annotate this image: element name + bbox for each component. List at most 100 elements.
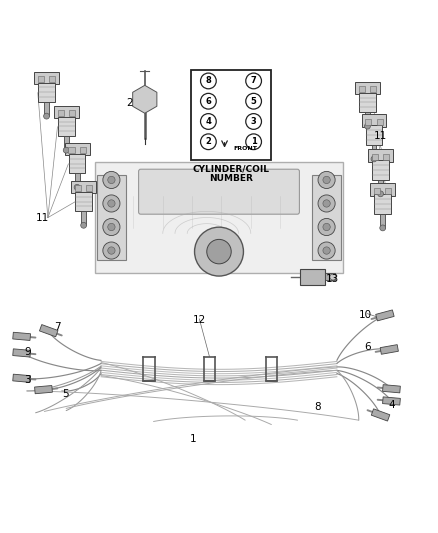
- Text: 11: 11: [374, 131, 387, 141]
- Bar: [75, 185, 81, 191]
- FancyBboxPatch shape: [370, 183, 395, 196]
- Circle shape: [246, 114, 261, 130]
- Text: 13: 13: [326, 274, 339, 284]
- Polygon shape: [13, 349, 31, 357]
- Circle shape: [330, 274, 336, 280]
- Text: 1: 1: [190, 434, 196, 444]
- Bar: [372, 160, 389, 180]
- Bar: [69, 110, 75, 116]
- Circle shape: [246, 93, 261, 109]
- Circle shape: [318, 195, 335, 212]
- Text: 6: 6: [205, 96, 211, 106]
- Circle shape: [103, 242, 120, 259]
- Bar: [371, 145, 376, 159]
- Bar: [75, 192, 92, 211]
- FancyBboxPatch shape: [355, 82, 380, 94]
- Circle shape: [323, 200, 330, 207]
- Text: 8: 8: [205, 76, 211, 85]
- Text: 5: 5: [62, 389, 69, 399]
- Circle shape: [323, 223, 330, 231]
- FancyBboxPatch shape: [361, 114, 386, 127]
- Circle shape: [323, 176, 330, 183]
- Circle shape: [201, 114, 216, 130]
- Circle shape: [108, 176, 115, 183]
- Circle shape: [201, 134, 216, 150]
- Text: 11: 11: [35, 214, 49, 223]
- Text: 6: 6: [364, 342, 371, 352]
- Bar: [64, 136, 69, 150]
- Text: 3: 3: [251, 117, 257, 126]
- Bar: [69, 154, 85, 173]
- Bar: [80, 147, 86, 153]
- Bar: [38, 76, 44, 82]
- Bar: [68, 147, 74, 153]
- Circle shape: [103, 172, 120, 189]
- Polygon shape: [133, 85, 157, 113]
- Bar: [383, 154, 389, 159]
- Bar: [365, 119, 371, 125]
- Circle shape: [318, 219, 335, 236]
- FancyBboxPatch shape: [65, 143, 90, 155]
- Circle shape: [207, 239, 231, 264]
- Text: 9: 9: [25, 346, 31, 357]
- Bar: [378, 180, 383, 194]
- Bar: [44, 102, 49, 116]
- Bar: [359, 86, 365, 92]
- Circle shape: [380, 225, 386, 231]
- Bar: [374, 195, 391, 214]
- Polygon shape: [13, 374, 31, 382]
- Circle shape: [201, 73, 216, 89]
- Bar: [86, 185, 92, 191]
- Bar: [377, 119, 383, 125]
- FancyBboxPatch shape: [54, 106, 79, 118]
- Bar: [380, 214, 385, 228]
- Circle shape: [108, 200, 115, 207]
- Circle shape: [318, 172, 335, 189]
- Text: 2: 2: [205, 138, 211, 146]
- Text: 7: 7: [251, 76, 257, 85]
- Bar: [58, 117, 74, 136]
- Text: 12: 12: [193, 315, 206, 325]
- Bar: [57, 110, 64, 116]
- Polygon shape: [13, 332, 31, 341]
- Circle shape: [371, 156, 377, 162]
- Bar: [385, 188, 392, 193]
- Circle shape: [194, 227, 244, 276]
- Text: 5: 5: [251, 96, 257, 106]
- Circle shape: [44, 113, 49, 119]
- Text: FRONT: FRONT: [233, 146, 258, 151]
- Circle shape: [108, 247, 115, 254]
- Circle shape: [246, 73, 261, 89]
- Text: 1: 1: [251, 138, 257, 146]
- Bar: [38, 83, 55, 102]
- FancyBboxPatch shape: [368, 149, 393, 161]
- Text: 7: 7: [54, 322, 61, 332]
- FancyBboxPatch shape: [138, 169, 300, 214]
- Circle shape: [323, 247, 330, 254]
- Circle shape: [364, 123, 371, 129]
- Bar: [191, 70, 272, 159]
- Bar: [97, 175, 126, 260]
- Bar: [359, 93, 376, 112]
- Bar: [312, 175, 341, 260]
- Polygon shape: [382, 397, 400, 405]
- Circle shape: [108, 223, 115, 231]
- Text: 4: 4: [388, 400, 395, 410]
- Polygon shape: [371, 409, 390, 421]
- Text: 3: 3: [25, 375, 31, 385]
- Polygon shape: [382, 385, 400, 393]
- Text: 10: 10: [359, 310, 372, 319]
- Bar: [365, 112, 370, 126]
- Circle shape: [378, 191, 384, 197]
- Bar: [325, 273, 335, 280]
- Text: 8: 8: [314, 402, 321, 412]
- Bar: [49, 76, 55, 82]
- FancyBboxPatch shape: [34, 71, 59, 84]
- Circle shape: [63, 147, 69, 153]
- Circle shape: [74, 184, 80, 190]
- Circle shape: [103, 219, 120, 236]
- Circle shape: [201, 93, 216, 109]
- FancyBboxPatch shape: [95, 161, 343, 273]
- Polygon shape: [39, 325, 58, 337]
- Bar: [74, 173, 80, 187]
